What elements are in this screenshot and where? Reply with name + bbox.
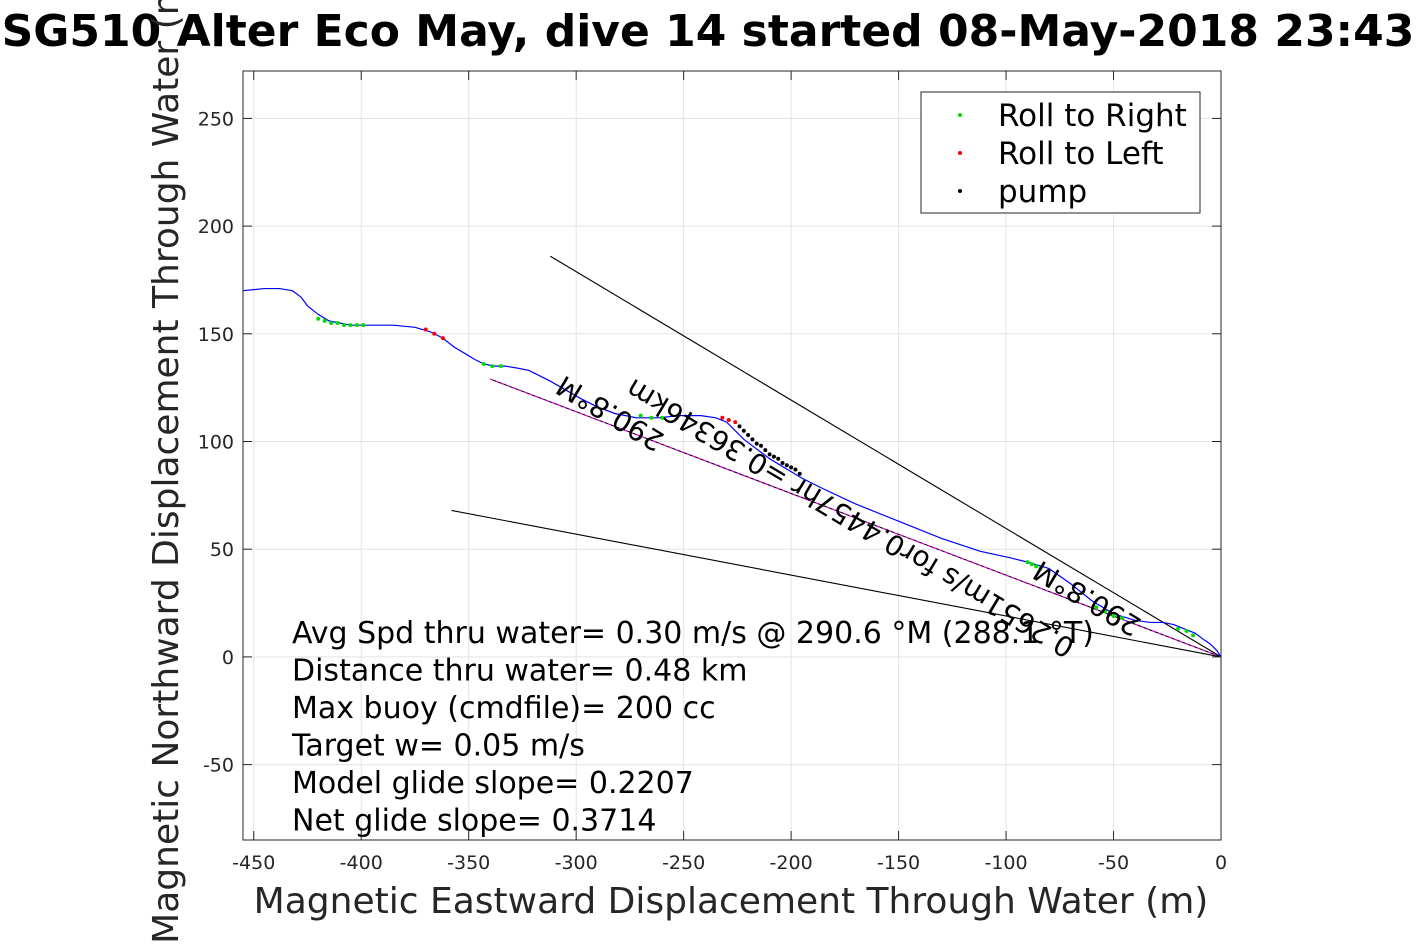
x-tick-label: -50 (1098, 852, 1129, 874)
stat-line: Max buoy (cmdfile)= 200 cc (292, 691, 716, 726)
pump-point (746, 433, 751, 438)
y-tick-label: 150 (198, 324, 234, 346)
roll-right-point (498, 364, 503, 369)
pump-point (754, 441, 759, 446)
pump-point (741, 428, 746, 433)
stat-line: Model glide slope= 0.2207 (292, 766, 694, 801)
pump-point (737, 424, 742, 429)
heading-line-upper (550, 255, 1222, 658)
stat-line: Net glide slope= 0.3714 (292, 804, 656, 839)
pump-point (759, 443, 764, 448)
legend-marker (958, 151, 962, 155)
roll-right-point (1120, 616, 1125, 621)
track-line (242, 287, 1222, 658)
x-tick-label: -400 (340, 852, 383, 874)
legend-marker (958, 189, 962, 193)
roll-right-point (638, 413, 643, 418)
pump-point (776, 456, 781, 461)
y-tick-label: -50 (203, 755, 234, 777)
roll-left-point (726, 417, 731, 422)
roll-right-point (354, 323, 359, 328)
y-tick-label: 100 (198, 431, 234, 453)
x-tick-label: 0 (1215, 852, 1227, 874)
pump-point (771, 454, 776, 459)
roll-right-point (322, 318, 327, 323)
grid-lines (243, 71, 1222, 840)
plot-area (242, 255, 1222, 658)
y-tick-label: 250 (198, 108, 234, 130)
roll-left-point (423, 327, 428, 332)
pump-point (784, 463, 789, 468)
pump-point (797, 471, 802, 476)
x-tick-label: -300 (555, 852, 598, 874)
roll-right-point (1191, 633, 1196, 638)
x-axis: -450 -400 -350 -300 -250 -200 -150 -100 -50 0 (232, 71, 1227, 874)
roll-left-point (440, 336, 445, 341)
roll-right-point (335, 321, 340, 326)
pump-point (767, 452, 772, 457)
y-tick-label: 50 (210, 539, 234, 561)
pump-point (750, 437, 755, 442)
roll-right-point (316, 316, 321, 321)
y-tick-label: 0 (222, 647, 234, 669)
y-axis: -50 0 50 100 150 200 250 (198, 108, 1221, 777)
y-axis-label: Magnetic Northward Displacement Through … (146, 0, 187, 944)
stat-line: Target w= 0.05 m/s (291, 729, 585, 764)
roll-right-point (649, 415, 654, 420)
pump-point (793, 467, 798, 472)
legend-marker (958, 113, 962, 117)
roll-right-point (1038, 566, 1043, 571)
roll-right-point (342, 323, 347, 328)
x-tick-label: -250 (662, 852, 705, 874)
plot-frame (242, 70, 1222, 841)
x-tick-label: -200 (770, 852, 813, 874)
roll-left-point (720, 415, 725, 420)
roll-right-point (481, 361, 486, 366)
x-axis-label: Magnetic Eastward Displacement Through W… (254, 881, 1209, 922)
x-tick-label: -100 (984, 852, 1027, 874)
roll-left-point (733, 420, 738, 425)
y-tick-label: 200 (198, 216, 234, 238)
roll-right-point (660, 415, 665, 420)
legend-label: Roll to Left (998, 136, 1164, 172)
legend-box (920, 91, 1201, 214)
roll-right-point (1094, 605, 1099, 610)
legend-label: Roll to Right (998, 98, 1187, 134)
roll-left-point (432, 331, 437, 336)
pump-point (763, 448, 768, 453)
roll-right-point (490, 364, 495, 369)
chart-title: SG510 Alter Eco May, dive 14 started 08-… (2, 6, 1415, 57)
legend-label: pump (998, 174, 1087, 210)
roll-right-point (1102, 609, 1107, 614)
x-tick-label: -150 (877, 852, 920, 874)
roll-right-point (1034, 564, 1039, 569)
pump-point (789, 465, 794, 470)
pump-point (780, 461, 785, 466)
current-line (489, 378, 1222, 658)
roll-right-point (348, 323, 353, 328)
x-tick-label: -350 (447, 852, 490, 874)
heading-line-lower (451, 509, 1222, 658)
stats-block: Avg Spd thru water= 0.30 m/s @ 290.6 °M … (291, 616, 1094, 839)
roll-right-point (1176, 626, 1181, 631)
roll-right-point (329, 321, 334, 326)
roll-right-point (1184, 629, 1189, 634)
stat-line: Distance thru water= 0.48 km (292, 654, 747, 689)
stat-line: Avg Spd thru water= 0.30 m/s @ 290.6 °M … (292, 616, 1094, 651)
roll-right-point (1111, 613, 1116, 618)
roll-right-point (1029, 562, 1034, 567)
roll-right-point (361, 323, 366, 328)
roll-right-point (1025, 560, 1030, 565)
x-tick-label: -450 (232, 852, 275, 874)
